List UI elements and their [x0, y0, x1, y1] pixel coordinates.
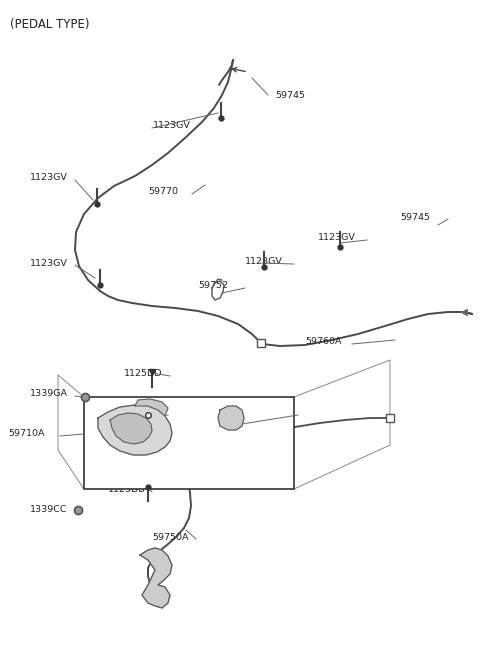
Polygon shape — [218, 406, 244, 430]
Text: 59745: 59745 — [400, 213, 430, 222]
Text: 1123GV: 1123GV — [318, 234, 356, 243]
Text: 59752: 59752 — [198, 281, 228, 291]
Text: 59760A: 59760A — [305, 337, 341, 346]
Polygon shape — [140, 548, 172, 608]
Text: 1125DB: 1125DB — [108, 485, 145, 495]
Text: 1339GA: 1339GA — [30, 390, 68, 398]
Text: 59710A: 59710A — [8, 430, 45, 438]
Text: 1123GV: 1123GV — [30, 260, 68, 268]
Text: 1123GV: 1123GV — [153, 121, 191, 131]
Polygon shape — [135, 399, 168, 416]
Text: 59745: 59745 — [275, 91, 305, 100]
Bar — [84, 397, 294, 489]
Bar — [257, 339, 265, 347]
Text: 1231DB: 1231DB — [100, 430, 138, 438]
Text: 1125DD: 1125DD — [124, 369, 163, 379]
Text: 59770: 59770 — [148, 188, 178, 197]
Text: 59711B: 59711B — [253, 409, 289, 417]
Text: (PEDAL TYPE): (PEDAL TYPE) — [10, 18, 89, 31]
Text: 1123GV: 1123GV — [245, 258, 283, 266]
Text: 93830: 93830 — [123, 409, 153, 417]
Text: 1123GV: 1123GV — [30, 173, 68, 182]
Text: 59750A: 59750A — [152, 533, 189, 541]
Polygon shape — [110, 413, 152, 444]
Polygon shape — [98, 405, 172, 455]
Text: 1339CC: 1339CC — [30, 506, 68, 514]
Bar — [386, 414, 394, 422]
